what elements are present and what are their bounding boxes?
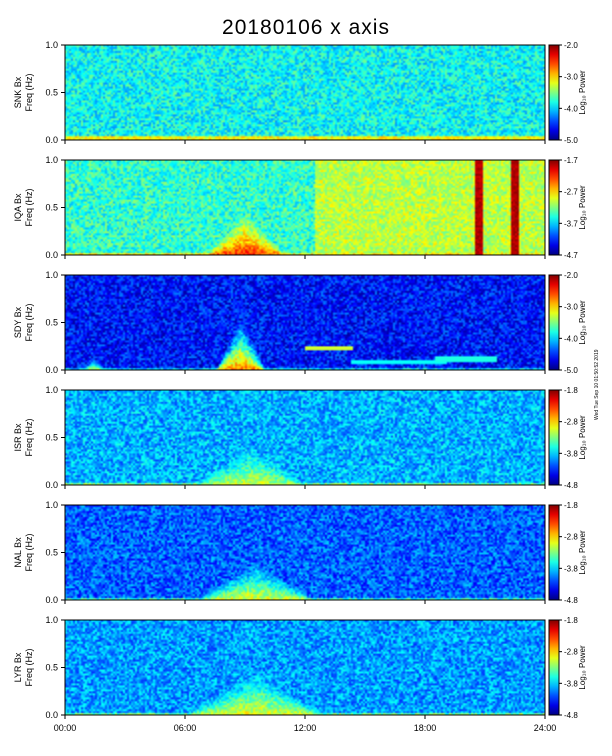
- spectrogram-5: [65, 620, 545, 715]
- x-tick-label: 18:00: [414, 723, 437, 733]
- cbar-tick-label: -1.8: [564, 616, 578, 625]
- colorbar: [548, 619, 560, 716]
- cbar-tick-label: -4.8: [564, 481, 578, 490]
- station-label: IQA Bx: [13, 193, 23, 222]
- spectrogram-2: [65, 275, 545, 370]
- station-label: SNK Bx: [13, 76, 23, 108]
- cbar-tick-label: -1.8: [564, 386, 578, 395]
- stamp-text: Wed Tue Sep 10 01:50:52 2019: [594, 349, 600, 420]
- freq-label: Freq (Hz): [24, 303, 34, 341]
- cbar-tick-label: -1.7: [564, 156, 578, 165]
- y-tick-label: 1.0: [45, 40, 58, 50]
- cbar-tick-label: -3.8: [564, 564, 578, 573]
- cbar-tick-label: -2.8: [564, 648, 578, 657]
- colorbar-label: Log₁₀ Power: [578, 70, 587, 115]
- colorbar: [548, 44, 560, 141]
- x-tick-label: 06:00: [174, 723, 197, 733]
- y-tick-label: 0.5: [45, 548, 58, 558]
- freq-label: Freq (Hz): [24, 418, 34, 456]
- y-tick-label: 0.5: [45, 203, 58, 213]
- timestamp-stamp: Wed Tue Sep 10 01:50:52 2019: [594, 310, 600, 420]
- cbar-tick-label: -3.7: [564, 219, 578, 228]
- spectrogram-3: [65, 390, 545, 485]
- cbar-tick-label: -4.7: [564, 251, 578, 260]
- cbar-tick-label: -4.0: [564, 334, 578, 343]
- colorbar: [548, 159, 560, 256]
- y-tick-label: 1.0: [45, 615, 58, 625]
- cbar-tick-label: -3.8: [564, 679, 578, 688]
- y-tick-label: 0.5: [45, 663, 58, 673]
- cbar-tick-label: -3.0: [564, 303, 578, 312]
- y-tick-label: 0.0: [45, 480, 58, 490]
- y-tick-label: 0.5: [45, 318, 58, 328]
- cbar-tick-label: -1.8: [564, 501, 578, 510]
- colorbar-label: Log₁₀ Power: [578, 645, 587, 690]
- cbar-tick-label: -2.0: [564, 41, 578, 50]
- colorbar-label: Log₁₀ Power: [578, 530, 587, 575]
- colorbar: [548, 504, 560, 601]
- panel-snk: 0.0 0.5 1.0 SNK Bx Freq (Hz) -2.0 -3.0 -4.0 -5.0…: [13, 40, 587, 145]
- y-tick-label: 0.0: [45, 595, 58, 605]
- cbar-tick-label: -4.8: [564, 596, 578, 605]
- spectrogram-0: [65, 45, 545, 140]
- y-tick-label: 1.0: [45, 385, 58, 395]
- cbar-tick-label: -2.8: [564, 418, 578, 427]
- panel-isr: 0.0 0.5 1.0 ISR Bx Freq (Hz) -1.8 -2.8 -3.8 -4.8…: [13, 385, 587, 490]
- cbar-tick-label: -2.8: [564, 533, 578, 542]
- panel-nal: 0.0 0.5 1.0 NAL Bx Freq (Hz) -1.8 -2.8 -3.8 -4.8…: [13, 500, 587, 605]
- cbar-tick-label: -5.0: [564, 136, 578, 145]
- station-label: SDY Bx: [13, 306, 23, 338]
- y-tick-label: 1.0: [45, 155, 58, 165]
- cbar-tick-label: -2.7: [564, 188, 578, 197]
- colorbar-label: Log₁₀ Power: [578, 300, 587, 345]
- y-tick-label: 1.0: [45, 500, 58, 510]
- chart-title: 20180106 x axis: [222, 16, 390, 39]
- x-tick-label: 12:00: [294, 723, 317, 733]
- freq-label: Freq (Hz): [24, 648, 34, 686]
- colorbar-label: Log₁₀ Power: [578, 185, 587, 230]
- y-tick-label: 0.0: [45, 135, 58, 145]
- y-tick-label: 0.0: [45, 365, 58, 375]
- y-tick-label: 0.5: [45, 88, 58, 98]
- freq-label: Freq (Hz): [24, 188, 34, 226]
- colorbar: [548, 389, 560, 486]
- spectrogram-1: [65, 160, 545, 255]
- station-label: ISR Bx: [13, 423, 23, 452]
- cbar-tick-label: -5.0: [564, 366, 578, 375]
- x-tick-label: 24:00: [534, 723, 557, 733]
- station-label: NAL Bx: [13, 537, 23, 568]
- panel-iqa: 0.0 0.5 1.0 IQA Bx Freq (Hz) -1.7 -2.7 -3.7 -4.7…: [13, 155, 587, 260]
- cbar-tick-label: -3.0: [564, 73, 578, 82]
- freq-label: Freq (Hz): [24, 73, 34, 111]
- panel-lyr: 0.0 0.5 1.0 LYR Bx Freq (Hz) -1.8 -2.8 -3.8 -4.8…: [13, 615, 587, 720]
- freq-label: Freq (Hz): [24, 533, 34, 571]
- spectrogram-4: [65, 505, 545, 600]
- panel-sdy: 0.0 0.5 1.0 SDY Bx Freq (Hz) -2.0 -3.0 -4.0 -5.0…: [13, 270, 587, 375]
- colorbar-label: Log₁₀ Power: [578, 415, 587, 460]
- cbar-tick-label: -2.0: [564, 271, 578, 280]
- y-tick-label: 0.0: [45, 250, 58, 260]
- cbar-tick-label: -4.8: [564, 711, 578, 720]
- y-tick-label: 0.5: [45, 433, 58, 443]
- x-tick-label: 00:00: [54, 723, 77, 733]
- station-label: LYR Bx: [13, 652, 23, 682]
- colorbar: [548, 274, 560, 371]
- cbar-tick-label: -4.0: [564, 104, 578, 113]
- cbar-tick-label: -3.8: [564, 449, 578, 458]
- y-tick-label: 1.0: [45, 270, 58, 280]
- y-tick-label: 0.0: [45, 710, 58, 720]
